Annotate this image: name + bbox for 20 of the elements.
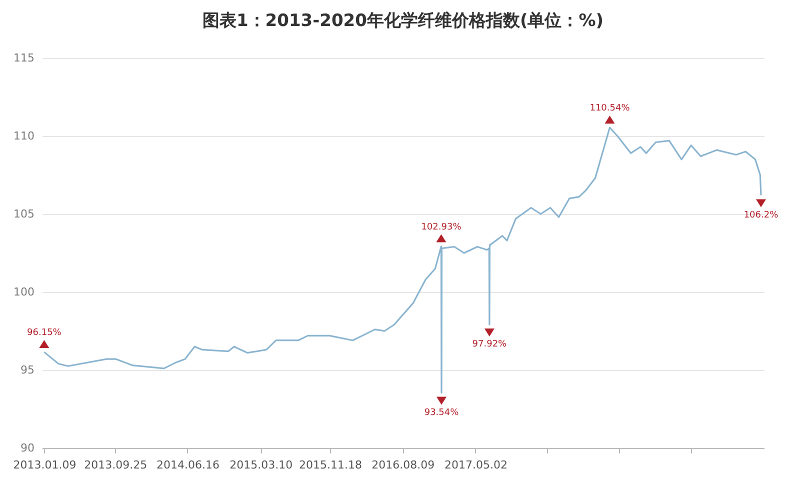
x-tick-label: 2015.11.18 xyxy=(298,458,362,472)
annotation: 102.93% xyxy=(421,222,462,232)
annotation: 106.2% xyxy=(744,210,779,220)
annotation: 110.54% xyxy=(590,104,630,114)
y-tick-label: 90 xyxy=(20,442,34,454)
annotation: 93.54% xyxy=(424,408,460,418)
x-tick-label: 2013.01.09 xyxy=(13,458,76,472)
annotation: 97.92% xyxy=(472,339,508,350)
y-tick-label: 105 xyxy=(14,208,34,220)
x-tick-label: 2015.03.10 xyxy=(230,458,293,472)
x-tick-label: 2014.06.16 xyxy=(156,458,220,472)
chart-title: 图表1：2013-2020年化学纤维价格指数(单位：%) xyxy=(202,11,604,31)
x-tick-label: 2017.05.02 xyxy=(444,458,508,472)
y-tick-label: 110 xyxy=(14,130,34,142)
y-tick-label: 95 xyxy=(20,364,34,376)
annotation: 96.15% xyxy=(27,328,62,338)
x-tick-label: 2016.08.09 xyxy=(372,458,435,472)
y-tick-label: 115 xyxy=(14,52,34,64)
y-tick-label: 100 xyxy=(14,286,34,298)
x-tick-label: 2013.09.25 xyxy=(84,458,148,472)
